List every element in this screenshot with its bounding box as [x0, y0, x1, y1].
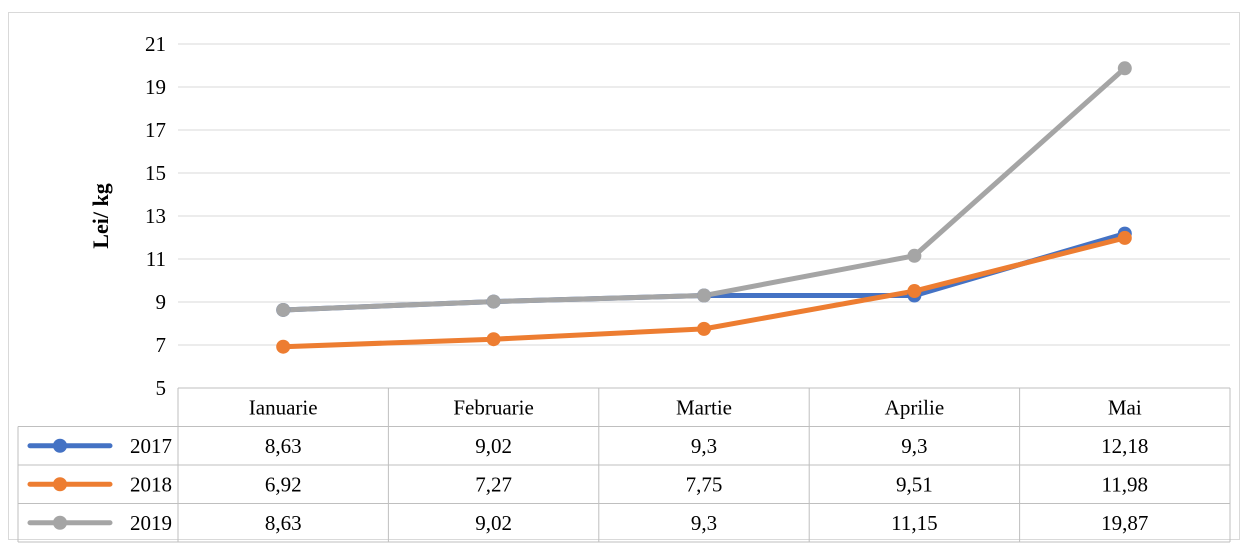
gridlines [178, 43, 1230, 389]
y-tick-label: 11 [146, 247, 166, 271]
legend-key-marker [53, 438, 67, 453]
data-table-cell: 7,27 [475, 472, 512, 496]
data-point-2019 [1117, 61, 1132, 76]
y-axis-ticks: 5 7 9 11 13 15 17 19 21 [145, 32, 166, 400]
data-table-cell: 8,63 [265, 511, 302, 535]
legend-key-marker [53, 477, 67, 492]
y-axis-label: Lei/ kg [88, 183, 113, 248]
data-point-2019 [486, 294, 501, 309]
y-tick-label: 15 [145, 161, 166, 185]
x-tick-label: Ianuarie [249, 395, 318, 419]
y-tick-label: 19 [145, 75, 166, 99]
data-table-cell: 9,02 [475, 511, 512, 535]
data-point-2019 [697, 288, 711, 303]
data-table-cell: 19,87 [1101, 511, 1148, 535]
data-point-2018 [1117, 230, 1132, 245]
y-tick-label: 5 [156, 376, 167, 400]
x-tick-label: Aprilie [885, 395, 944, 419]
x-tick-label: Martie [676, 395, 732, 419]
data-point-2018 [486, 332, 501, 347]
y-tick-label: 13 [145, 204, 166, 228]
data-table-cell: 11,15 [891, 511, 937, 535]
legend-label: 2019 [130, 511, 172, 535]
y-tick-label: 17 [145, 118, 166, 142]
data-table-cell: 9,02 [475, 434, 512, 458]
data-table: Ianuarie Februarie Martie Aprilie Mai 2017 8,6… [17, 387, 1231, 543]
data-table-cell: 9,3 [691, 434, 717, 458]
legend-label: 2017 [130, 434, 172, 458]
data-point-2019 [907, 248, 922, 263]
data-point-2019 [276, 302, 291, 317]
data-table-cell: 7,75 [686, 472, 723, 496]
series-line-2019 [280, 65, 1128, 313]
x-tick-label: Mai [1108, 395, 1142, 419]
data-table-cell: 9,3 [901, 434, 927, 458]
y-tick-label: 7 [156, 333, 167, 357]
data-point-2018 [697, 321, 711, 336]
legend-key-marker [53, 515, 67, 530]
legend-label: 2018 [130, 472, 172, 496]
data-table-cell: 6,92 [265, 472, 302, 496]
data-table-cell: 8,63 [265, 434, 302, 458]
x-tick-label: Februarie [453, 395, 533, 419]
y-tick-label: 9 [156, 290, 167, 314]
series-points [276, 61, 1132, 354]
data-table-cell: 11,98 [1102, 472, 1148, 496]
data-table-cell: 9,3 [691, 511, 717, 535]
series-lines [280, 65, 1128, 350]
chart-frame [8, 12, 1240, 540]
data-table-cell: 12,18 [1101, 434, 1148, 458]
y-tick-label: 21 [145, 32, 166, 56]
data-point-2018 [276, 339, 291, 354]
data-table-cell: 9,51 [896, 472, 933, 496]
data-point-2018 [907, 284, 922, 299]
